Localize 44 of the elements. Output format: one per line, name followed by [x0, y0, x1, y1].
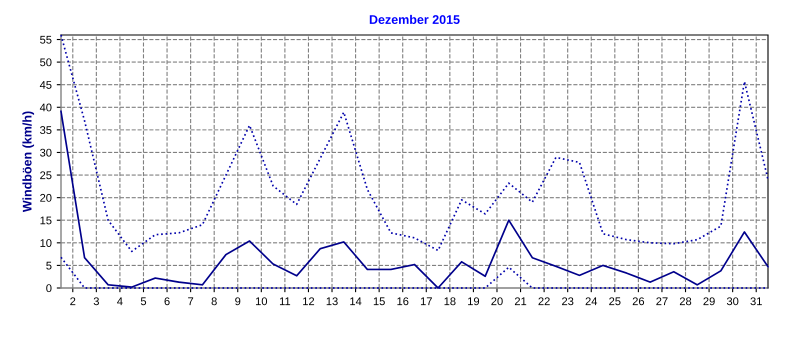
x-tick-label: 3: [94, 297, 99, 306]
x-tick-label: 15: [374, 297, 385, 306]
x-tick-label: 12: [303, 297, 314, 306]
x-tick-label: 30: [726, 297, 738, 306]
y-tick-label: 20: [40, 194, 52, 202]
x-tick-label: 17: [420, 297, 432, 306]
x-tick-label: 9: [235, 297, 240, 306]
y-axis-title: Windböen (km/h): [22, 111, 34, 212]
y-tick-label: 10: [40, 239, 52, 247]
x-tick-label: 22: [538, 297, 550, 306]
x-tick-label: 4: [117, 297, 123, 306]
x-tick-label: 29: [703, 297, 715, 306]
x-tick-label: 6: [164, 297, 170, 306]
y-tick-label: 45: [40, 81, 52, 89]
y-tick-label: 0: [46, 284, 52, 292]
y-tick-label: 15: [40, 216, 52, 224]
x-tick-label: 18: [444, 297, 456, 306]
x-tick-label: 13: [326, 297, 338, 306]
x-tick-label: 16: [397, 297, 408, 306]
x-tick-label: 14: [350, 297, 362, 306]
x-tick-label: 11: [280, 297, 290, 306]
x-tick-label: 25: [609, 297, 621, 306]
x-tick-label: 27: [656, 297, 668, 306]
y-tick-label: 40: [40, 104, 52, 112]
x-tick-label: 7: [188, 297, 194, 306]
y-tick-label: 5: [46, 262, 52, 270]
x-tick-label: 2: [70, 297, 76, 306]
x-tick-label: 20: [491, 297, 503, 306]
x-tick-label: 26: [632, 297, 644, 306]
y-tick-label: 30: [40, 148, 52, 157]
x-tick-label: 8: [212, 297, 217, 306]
x-tick-label: 5: [140, 297, 146, 306]
y-tick-label: 55: [40, 36, 52, 44]
x-tick-label: 24: [586, 297, 598, 306]
x-tick-label: 31: [750, 297, 762, 306]
chart-title: Dezember 2015: [370, 14, 460, 24]
y-tick-label: 50: [40, 58, 52, 66]
y-tick-label: 25: [40, 171, 52, 180]
x-tick-label: 23: [562, 297, 574, 306]
x-tick-label: 28: [680, 297, 692, 306]
x-tick-label: 10: [256, 297, 268, 306]
y-tick-label: 35: [40, 126, 52, 134]
x-tick-label: 19: [468, 297, 480, 306]
x-tick-label: 21: [514, 297, 526, 306]
